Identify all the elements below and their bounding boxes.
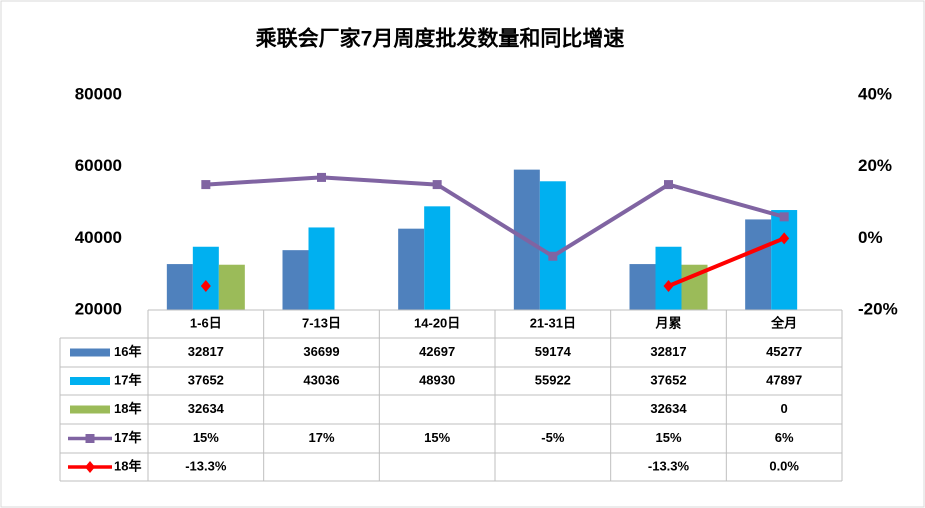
line-marker [432,180,442,190]
x-tick-label: 14-20日 [414,315,460,330]
table-cell: 37652 [650,372,686,387]
table-cell: 43036 [303,372,339,387]
table-cell: 32817 [650,344,686,359]
table-cell: 0.0% [769,458,799,473]
y2-tick-label: 40% [858,84,892,103]
legend-label: 18年 [114,401,141,416]
legend-label: 18年 [114,458,141,473]
y-tick-label: 80000 [75,84,122,103]
table-cell: -5% [541,430,565,445]
legend-label: 17年 [114,430,141,445]
line-marker [200,279,211,292]
table-cell: 15% [655,430,681,445]
line-marker [85,434,95,443]
line-marker [85,461,95,473]
bar [218,264,245,310]
table-cell: 59174 [535,344,572,359]
table-cell: 15% [193,430,219,445]
line-marker [548,251,558,261]
table-cell: 42697 [419,344,455,359]
x-tick-label: 全月 [770,315,797,330]
legend-swatch [70,377,110,385]
line-marker [664,180,673,190]
table-cell: 0 [781,401,788,416]
x-tick-label: 1-6日 [190,315,222,330]
table-cell: 15% [424,430,450,445]
table-cell: 36699 [303,344,339,359]
y-tick-label: 40000 [75,228,122,247]
y2-tick-label: -20% [858,299,898,318]
table-cell: -13.3% [648,458,690,473]
bar [771,210,798,310]
legend-swatch [70,348,110,357]
legend-label: 17年 [114,372,141,387]
y-tick-label: 60000 [75,156,122,175]
line-marker [663,279,674,292]
bar [655,246,682,310]
bar [166,264,193,310]
bar [539,181,566,310]
table-cell: 32634 [188,401,225,416]
table-cell: 32634 [650,401,687,416]
y-tick-label: 20000 [75,299,122,318]
table-cell: 32817 [188,344,224,359]
line-marker [779,212,789,222]
bar [745,219,772,310]
y2-tick-label: 0% [858,228,883,247]
table-cell: 48930 [419,372,455,387]
bar [192,246,219,310]
table-cell: 37652 [188,372,224,387]
legend-label: 16年 [114,344,141,359]
line-marker [317,172,326,182]
line-series [205,175,785,259]
table-cell: 17% [308,430,334,445]
table-cell: 6% [775,430,794,445]
bar [629,264,656,310]
plot-area [166,169,798,310]
y2-tick-label: 20% [858,156,892,175]
line-marker [779,232,790,245]
bar [398,228,425,310]
bar [308,227,335,310]
chart-title: 乘联会厂家7月周度批发数量和同比增速 [255,27,625,51]
x-tick-label: 月累 [654,315,681,330]
x-tick-label: 21-31日 [530,315,576,330]
table-cell: -13.3% [185,458,227,473]
line-marker [201,180,211,190]
bar [424,206,451,310]
table-cell: 47897 [766,372,802,387]
legend-swatch [70,405,110,414]
bar [282,250,309,310]
x-tick-label: 7-13日 [302,315,341,330]
line-series [667,236,785,288]
table-cell: 55922 [535,372,571,387]
table-cell: 45277 [766,344,802,359]
